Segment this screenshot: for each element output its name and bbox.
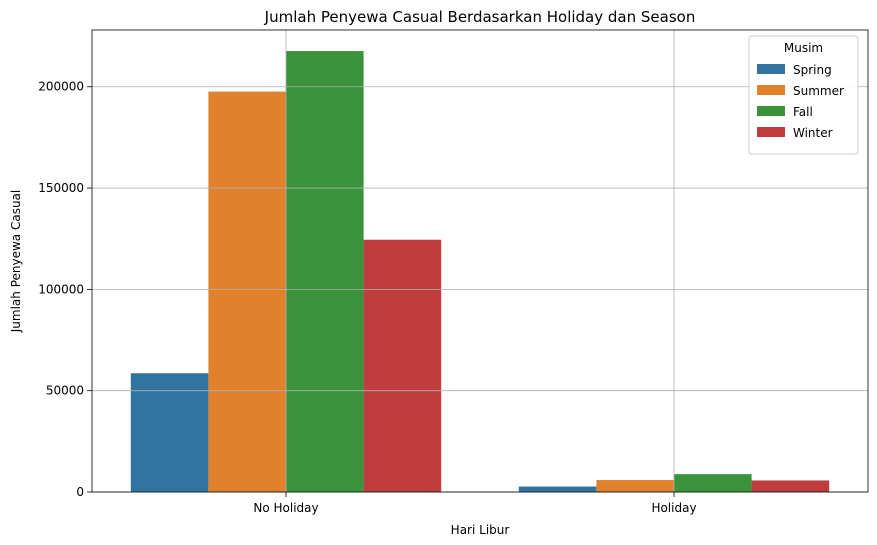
bar-fall-1 [674, 474, 752, 492]
bar-spring-1 [518, 486, 597, 492]
y-tick-label: 200000 [38, 80, 84, 94]
bar-summer-1 [596, 480, 674, 492]
x-axis-label: Hari Libur [451, 523, 510, 537]
x-tick-label: No Holiday [253, 501, 318, 515]
y-axis-label: Jumlah Penyewa Casual [9, 190, 23, 333]
x-tick-label: Holiday [651, 501, 696, 515]
plot-area: 0 50000 100000 150000 200000 No Holiday Holida… [38, 29, 869, 515]
y-tick-label: 150000 [38, 181, 84, 195]
y-tick-label: 0 [76, 485, 84, 499]
legend-label-winter: Winter [793, 126, 833, 140]
chart-title: Jumlah Penyewa Casual Berdasarkan Holida… [264, 8, 696, 26]
legend-label-spring: Spring [793, 63, 832, 77]
bar-winter-0 [363, 239, 442, 492]
legend-swatch-spring [757, 64, 785, 74]
legend-label-fall: Fall [793, 105, 813, 119]
bar-summer-0 [208, 91, 286, 492]
legend-swatch-fall [757, 106, 785, 116]
legend-swatch-summer [757, 85, 785, 95]
bar-winter-1 [751, 480, 830, 492]
legend-swatch-winter [757, 127, 785, 137]
y-tick-label: 100000 [38, 282, 84, 296]
legend: Musim Spring Summer Fall Winter [748, 35, 859, 155]
y-tick-label: 50000 [46, 384, 84, 398]
legend-label-summer: Summer [793, 84, 844, 98]
bar-spring-0 [130, 373, 209, 492]
bar-fall-0 [286, 51, 364, 493]
legend-title: Musim [784, 41, 823, 55]
axes-frame [91, 29, 869, 493]
